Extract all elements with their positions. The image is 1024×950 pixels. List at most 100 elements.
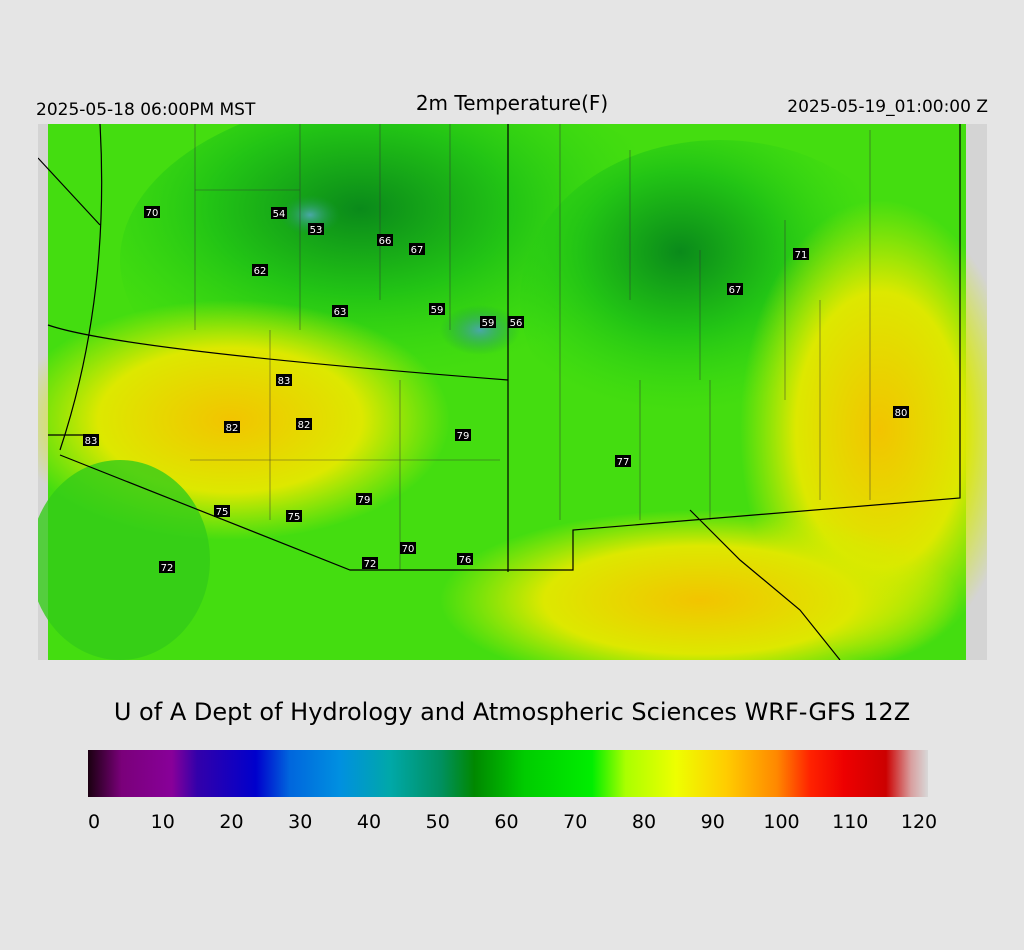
- colorbar-tick-label: 70: [563, 811, 587, 833]
- station-value: 76: [459, 555, 472, 566]
- colorbar-tick-label: 80: [632, 811, 656, 833]
- valid-time-utc: 2025-05-19_01:00:00 Z: [787, 97, 988, 117]
- station-value: 70: [402, 544, 415, 555]
- colorbar-tick-label: 100: [763, 811, 799, 833]
- station-value: 53: [310, 225, 323, 236]
- station: 56: [508, 316, 524, 329]
- station-box: [286, 510, 302, 522]
- station: 70: [400, 542, 416, 555]
- station-value: 66: [379, 236, 392, 247]
- colorbar-tick-label: 60: [494, 811, 518, 833]
- map-title: 2m Temperature(F): [416, 91, 608, 115]
- colorbar-tick-label: 10: [151, 811, 175, 833]
- station-value: 82: [298, 420, 311, 431]
- station: 82: [224, 421, 240, 434]
- station: 67: [409, 243, 425, 256]
- station-box: [308, 223, 324, 235]
- station-labels: 70 54 53 66 67 62 63 59 59 56 71 67 83 82 82 83 79 77 80 79…: [83, 206, 909, 574]
- station-box: [159, 561, 175, 573]
- station: 76: [457, 553, 473, 566]
- station: 72: [159, 561, 175, 574]
- station-value: 75: [288, 512, 301, 523]
- station-box: [377, 234, 393, 246]
- station-value: 63: [334, 307, 347, 318]
- station: 72: [362, 557, 378, 570]
- map: [38, 124, 987, 660]
- station-value: 71: [795, 250, 808, 261]
- colorbar-tick-label: 0: [88, 811, 100, 833]
- station-box: [429, 303, 445, 315]
- station-value: 79: [358, 495, 371, 506]
- station-value: 62: [254, 266, 267, 277]
- station-value: 54: [273, 209, 286, 220]
- credit-line: U of A Dept of Hydrology and Atmospheric…: [114, 698, 910, 726]
- station-box: [276, 374, 292, 386]
- station-value: 70: [146, 208, 159, 219]
- station-value: 77: [617, 457, 630, 468]
- colorbar-tick-label: 110: [832, 811, 868, 833]
- station: 54: [271, 207, 287, 220]
- station: 62: [252, 264, 268, 277]
- station: 67: [727, 283, 743, 296]
- station: 82: [296, 418, 312, 431]
- station: 53: [308, 223, 324, 236]
- station: 79: [356, 493, 372, 506]
- station-box: [252, 264, 268, 276]
- station-box: [793, 248, 809, 260]
- station-box: [727, 283, 743, 295]
- station-box: [214, 505, 230, 517]
- station-box: [362, 557, 378, 569]
- station-box: [893, 406, 909, 418]
- station-value: 67: [729, 285, 742, 296]
- station: 59: [480, 316, 496, 329]
- station-value: 67: [411, 245, 424, 256]
- station-box: [271, 207, 287, 219]
- station-box: [400, 542, 416, 554]
- station-value: 79: [457, 431, 470, 442]
- station-value: 82: [226, 423, 239, 434]
- station-box: [457, 553, 473, 565]
- colorbar-tick-label: 120: [901, 811, 937, 833]
- station-value: 72: [161, 563, 174, 574]
- valid-time-local: 2025-05-18 06:00PM MST: [36, 100, 256, 120]
- station: 63: [332, 305, 348, 318]
- station-box: [83, 434, 99, 446]
- colorbar-tick-label: 40: [357, 811, 381, 833]
- station-box: [296, 418, 312, 430]
- station-box: [144, 206, 160, 218]
- station-box: [455, 429, 471, 441]
- station-value: 75: [216, 507, 229, 518]
- station: 79: [455, 429, 471, 442]
- station-box: [615, 455, 631, 467]
- station-box: [508, 316, 524, 328]
- station-value: 80: [895, 408, 908, 419]
- station: 83: [276, 374, 292, 387]
- station-value: 59: [431, 305, 444, 316]
- colorbar-tick-label: 20: [219, 811, 243, 833]
- station-box: [224, 421, 240, 433]
- station-value: 72: [364, 559, 377, 570]
- station: 59: [429, 303, 445, 316]
- colorbar-tick-label: 90: [701, 811, 725, 833]
- station-value: 56: [510, 318, 523, 329]
- station: 70: [144, 206, 160, 219]
- station-box: [480, 316, 496, 328]
- station: 83: [83, 434, 99, 447]
- station: 66: [377, 234, 393, 247]
- colorbar-ticks: 0 10 20 30 40 50 60 70 80 90 100 110 120: [88, 811, 937, 833]
- colorbar: [88, 750, 928, 797]
- station-box: [409, 243, 425, 255]
- station-value: 83: [85, 436, 98, 447]
- station-value: 59: [482, 318, 495, 329]
- station-box: [332, 305, 348, 317]
- station: 75: [214, 505, 230, 518]
- station-value: 83: [278, 376, 291, 387]
- colorbar-tick-label: 50: [426, 811, 450, 833]
- station: 75: [286, 510, 302, 523]
- colorbar-tick-label: 30: [288, 811, 312, 833]
- station: 71: [793, 248, 809, 261]
- station-box: [356, 493, 372, 505]
- station: 77: [615, 455, 631, 468]
